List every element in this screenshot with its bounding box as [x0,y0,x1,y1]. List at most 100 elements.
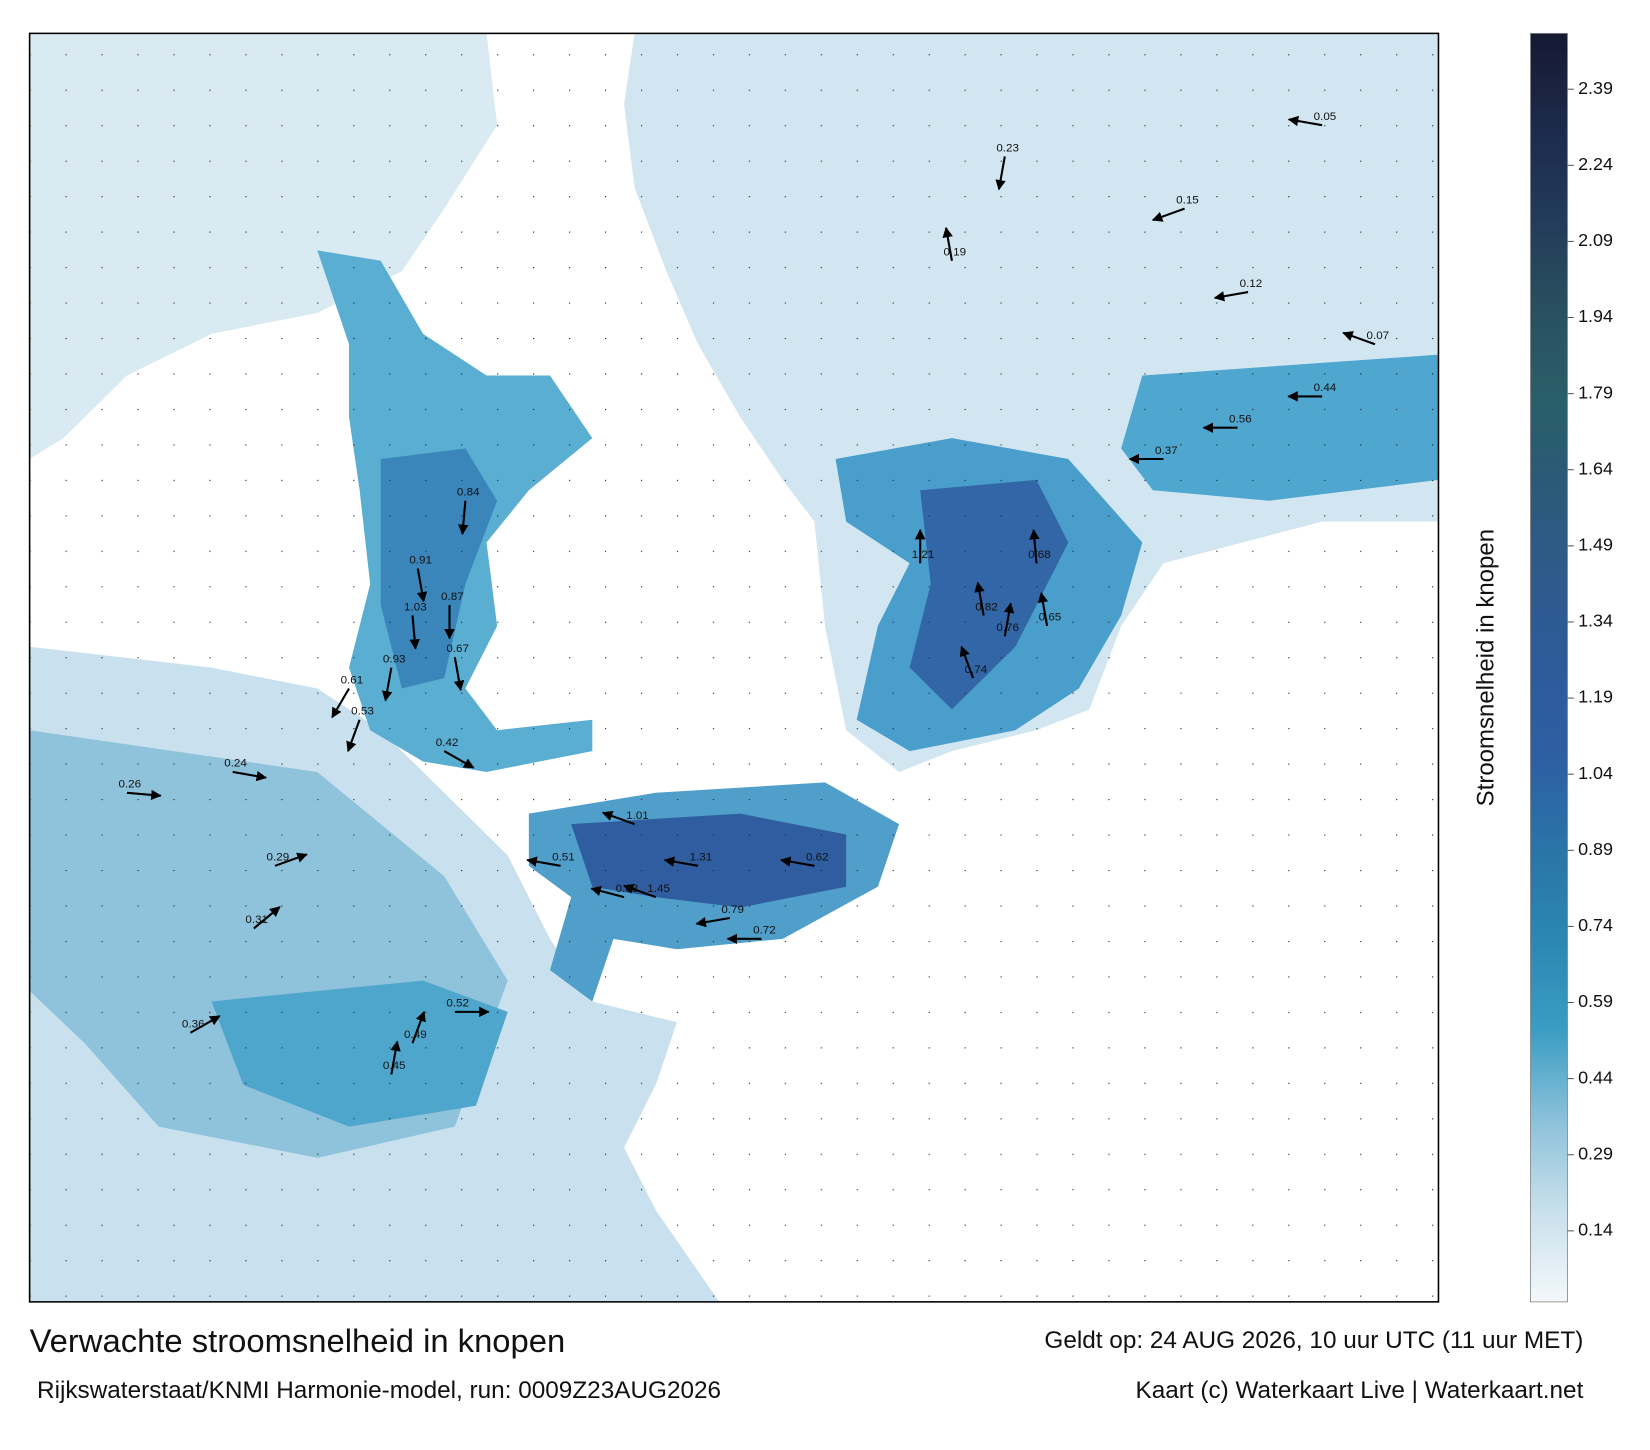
speed-label: 0.56 [1229,414,1252,426]
colorbar-label: Stroomsnelheid in knopen [1472,529,1499,806]
current-arrow [443,750,475,769]
colorbar-tick-label: 2.39 [1578,78,1613,98]
speed-label: 0.05 [1314,111,1337,123]
title: Verwachte stroomsnelheid in knopen [30,1323,566,1359]
colorbar-tick-label: 1.49 [1578,535,1613,555]
credit: Kaart (c) Waterkaart Live | Waterkaart.n… [1135,1377,1583,1404]
speed-label: 0.07 [1367,330,1390,342]
current-arrow [622,884,657,899]
speed-label: 0.65 [1039,612,1062,624]
current-arrow [526,856,561,867]
speed-label: 0.79 [721,904,744,916]
current-arrow [390,1040,401,1075]
current-arrow [995,156,1006,191]
current-arrow [590,885,625,899]
colorbar-tick-label: 1.94 [1578,306,1613,326]
colorbar-ramp [1530,32,1568,1303]
vectors: 0.91 1.03 0.87 0.93 0.61 0.53 0.84 0.67 1.21 0.82… [118,111,1390,1075]
speed-label: 0.83 [616,883,639,895]
speed-label: 0.67 [446,643,469,655]
speed-label: 0.87 [441,591,464,603]
current-arrow [331,687,350,719]
current-arrow [780,856,815,867]
speed-label: 0.15 [1176,194,1199,206]
speed-label: 0.93 [383,653,406,665]
colorbar-tick-label: 0.74 [1578,915,1613,935]
speed-label: 0.36 [182,1019,205,1031]
colorbar-tick-label: 1.04 [1578,763,1613,783]
speed-label: 0.62 [806,852,829,864]
speed-label: 0.31 [245,914,268,926]
current-arrow [1029,529,1040,564]
current-arrow [189,1015,221,1034]
speed-label: 1.45 [647,883,670,895]
current-arrow [274,852,308,867]
speed-label: 0.68 [1028,549,1051,561]
map-area: 0.91 1.03 0.87 0.93 0.61 0.53 0.84 0.67 1.21 0.82… [29,33,1439,1302]
speed-label: 0.44 [1314,382,1337,394]
speed-label: 0.24 [224,758,247,770]
speed-label: 0.51 [552,852,575,864]
current-arrow [1037,591,1049,627]
current-arrow [974,581,985,616]
speed-label: 0.52 [446,998,469,1010]
current-arrow [409,615,420,650]
speed-label: 0.72 [753,925,776,937]
speed-label: 0.61 [341,674,364,686]
current-arrow [1213,291,1249,302]
current-arrow [253,906,281,930]
colorbar-tick-label: 2.24 [1578,154,1613,174]
speed-label: 0.29 [267,852,290,864]
speed-label: 0.74 [965,664,988,676]
current-arrow [1003,602,1015,637]
speed-label: 0.42 [436,737,459,749]
speed-label: 0.49 [404,1029,427,1041]
current-arrow [1151,207,1185,222]
current-arrow [346,719,361,753]
colorbar-tick-label: 0.59 [1578,991,1613,1011]
speed-label: 0.19 [943,247,966,259]
current-arrow [232,770,268,782]
colorbar-tick-label: 1.19 [1578,687,1613,707]
map-frame [28,32,1440,1303]
speed-label: 1.21 [912,549,935,561]
current-arrow [457,500,469,536]
current-arrow [126,789,162,801]
speed-label: 0.12 [1240,278,1263,290]
current-arrow [663,856,699,867]
subtitle: Rijkswaterstaat/KNMI Harmonie-model, run… [37,1377,721,1404]
valid-time: Geldt op: 24 AUG 2026, 10 uur UTC (11 uu… [1044,1327,1583,1354]
colorbar-tick-label: 1.79 [1578,382,1613,402]
current-arrow [959,645,975,679]
current-arrow [381,667,393,702]
colorbar-tick-label: 1.34 [1578,611,1613,631]
colorbar-tick-label: 0.44 [1578,1067,1613,1087]
current-arrow [453,657,465,692]
speed-label: 0.53 [351,706,374,718]
current-arrow [416,568,428,603]
colorbar-tick-label: 0.89 [1578,839,1613,859]
colorbar-tick-label: 2.09 [1578,230,1613,250]
speed-label: 1.03 [404,601,427,613]
grid-dots [29,33,1439,1302]
colorbar: 0.14 0.29 0.44 0.59 0.74 0.89 1.04 1.19 1.34 1.49… [1530,32,1613,1303]
speed-label: 0.76 [996,622,1019,634]
current-arrow [942,226,953,261]
speed-label: 0.37 [1155,445,1178,457]
speed-label: 1.01 [626,810,649,822]
current-arrow [695,916,730,928]
current-arrow [601,810,635,826]
speed-label: 0.84 [457,487,480,499]
colorbar-tick-label: 0.29 [1578,1144,1613,1164]
speed-label: 0.26 [118,779,141,791]
speed-label: 1.31 [690,852,713,864]
speed-label: 0.91 [409,554,432,566]
colorbar-tick-label: 0.14 [1578,1220,1613,1240]
current-arrow [1287,115,1323,127]
speed-label: 0.23 [996,142,1019,154]
current-arrow [1342,331,1376,346]
speed-label: 0.45 [383,1060,406,1072]
speed-label: 0.82 [975,601,998,613]
